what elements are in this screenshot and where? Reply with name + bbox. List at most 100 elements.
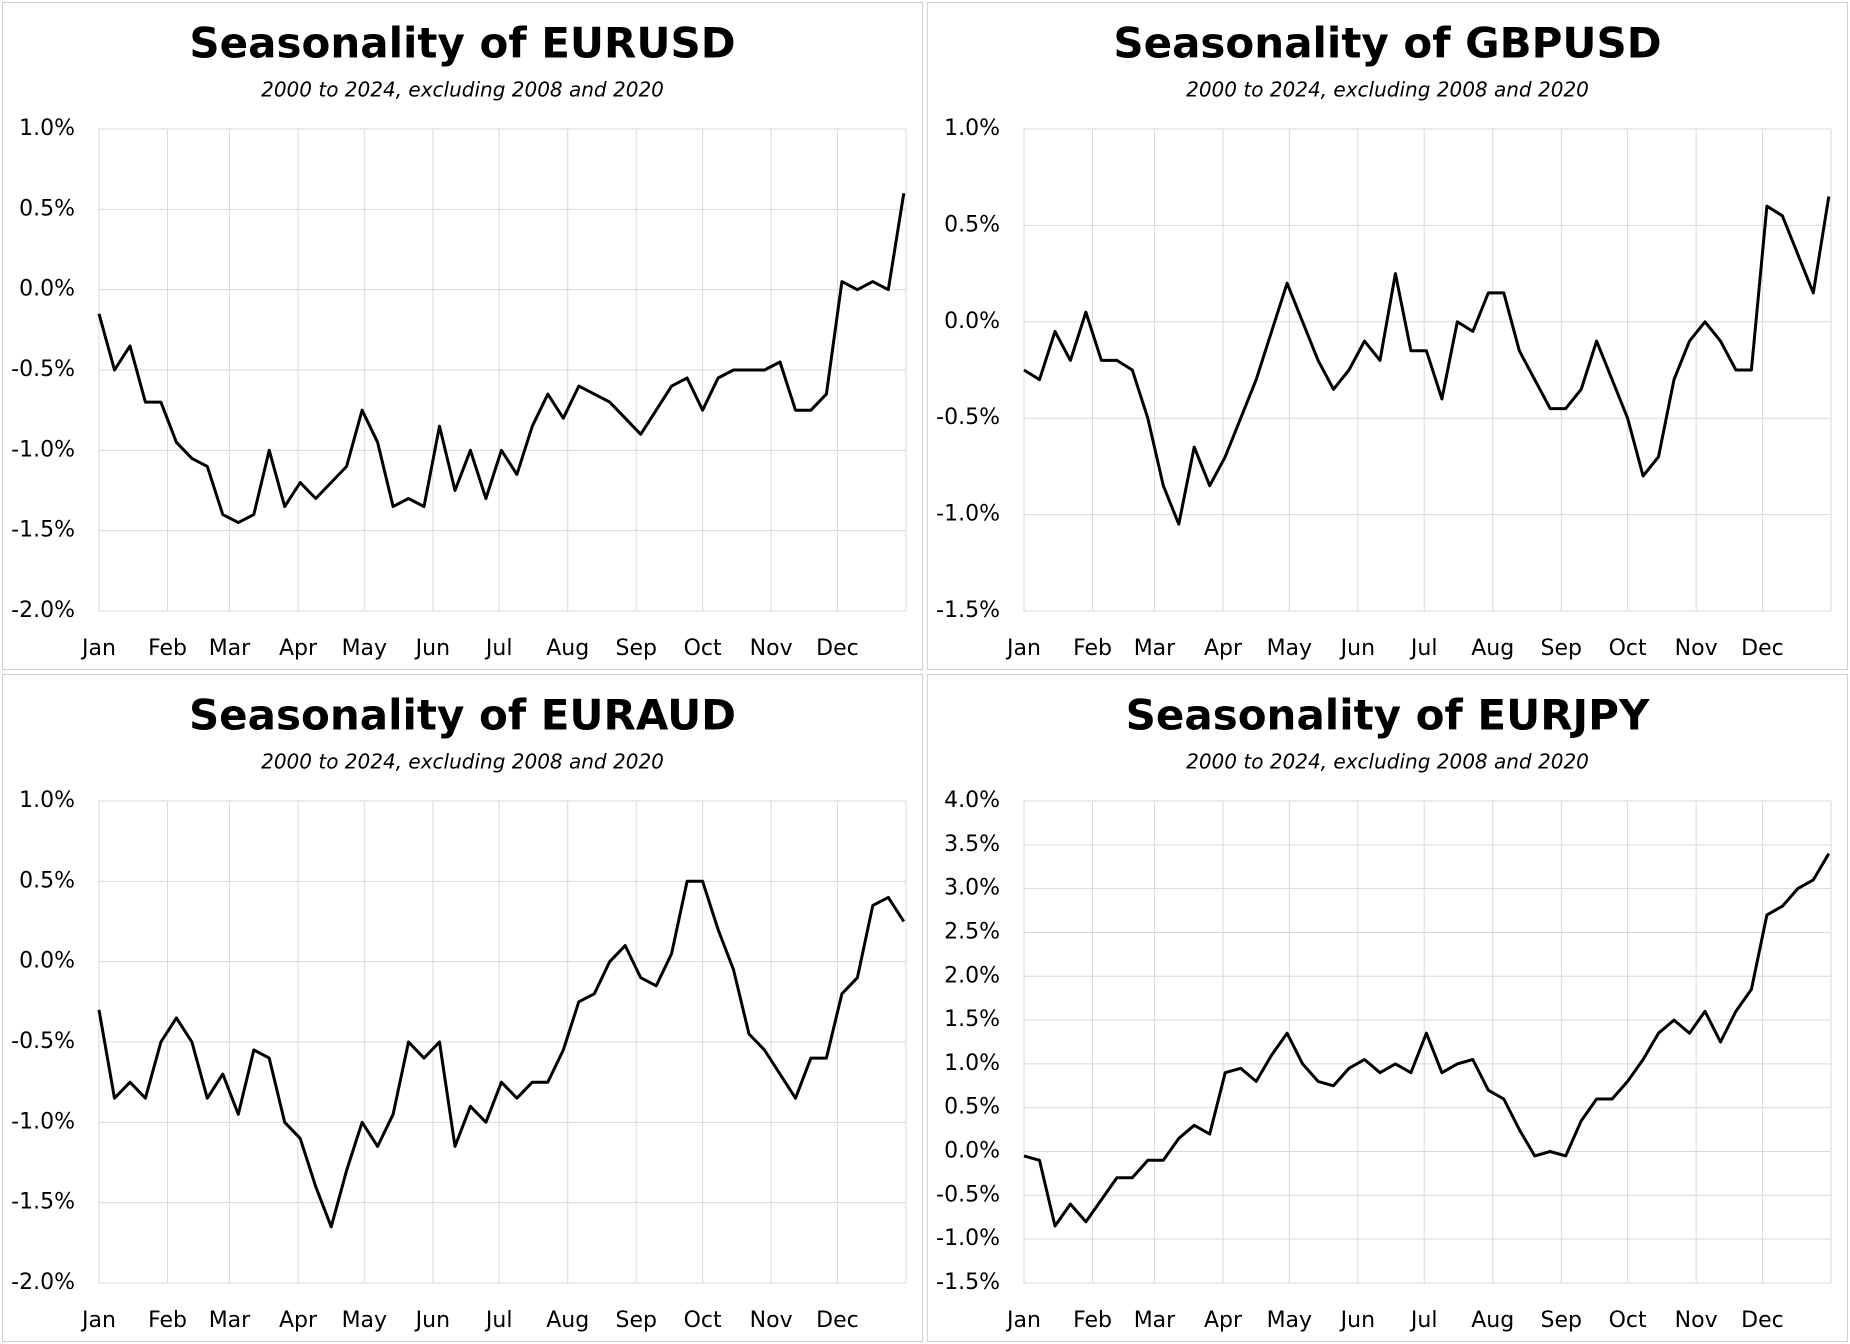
x-tick-label: Nov bbox=[1675, 636, 1718, 661]
chart-title: Seasonality of EURUSD bbox=[189, 19, 735, 68]
plot-frame bbox=[1023, 800, 1832, 1284]
y-tick-label: -1.0% bbox=[11, 1109, 75, 1134]
x-tick-label: Jan bbox=[1005, 1308, 1041, 1333]
y-tick-label: 1.5% bbox=[944, 1007, 1000, 1032]
y-tick-label: 0.5% bbox=[19, 868, 75, 893]
plot-frame bbox=[1023, 128, 1832, 612]
x-tick-label: Oct bbox=[1609, 1308, 1647, 1333]
x-tick-label: Jun bbox=[414, 1308, 450, 1333]
x-tick-label: May bbox=[1267, 1308, 1312, 1333]
y-tick-label: -0.5% bbox=[11, 357, 75, 382]
y-tick-label: 3.0% bbox=[944, 876, 1000, 901]
y-tick-label: -2.0% bbox=[11, 598, 75, 623]
y-tick-label: 2.5% bbox=[944, 919, 1000, 944]
x-tick-label: Mar bbox=[209, 636, 251, 661]
x-tick-label: Feb bbox=[1073, 1308, 1112, 1333]
x-tick-label: Dec bbox=[816, 1308, 859, 1333]
chart-panel: Seasonality of EURUSD 2000 to 2024, exclu… bbox=[2, 2, 923, 670]
x-tick-label: Apr bbox=[1204, 636, 1243, 661]
x-tick-label: Oct bbox=[684, 636, 722, 661]
x-tick-label: Jun bbox=[1339, 636, 1375, 661]
y-tick-label: 0.0% bbox=[19, 949, 75, 974]
series-line bbox=[1023, 196, 1831, 526]
x-tick-label: May bbox=[342, 1308, 387, 1333]
y-tick-label: 3.5% bbox=[944, 832, 1000, 857]
x-tick-label: Nov bbox=[750, 636, 793, 661]
x-tick-label: Sep bbox=[1541, 636, 1582, 661]
x-tick-label: Aug bbox=[546, 636, 589, 661]
y-tick-label: -1.5% bbox=[11, 518, 75, 543]
y-tick-label: 0.0% bbox=[19, 277, 75, 302]
y-tick-label: 0.0% bbox=[944, 1139, 1000, 1164]
x-tick-label: May bbox=[1267, 636, 1312, 661]
plot-frame bbox=[98, 128, 907, 612]
chart-subtitle: 2000 to 2024, excluding 2008 and 2020 bbox=[1186, 750, 1589, 774]
y-tick-label: 0.5% bbox=[944, 1095, 1000, 1120]
x-tick-label: Apr bbox=[279, 1308, 318, 1333]
y-tick-label: -0.5% bbox=[936, 1182, 1000, 1207]
x-tick-label: Feb bbox=[1073, 636, 1112, 661]
chart-panel: Seasonality of GBPUSD 2000 to 2024, exclu… bbox=[927, 2, 1848, 670]
x-tick-label: Feb bbox=[148, 1308, 187, 1333]
chart-subtitle: 2000 to 2024, excluding 2008 and 2020 bbox=[261, 750, 664, 774]
x-tick-label: Jun bbox=[414, 636, 450, 661]
y-tick-label: 2.0% bbox=[944, 963, 1000, 988]
x-tick-label: Mar bbox=[1134, 1308, 1176, 1333]
x-tick-label: Jul bbox=[484, 1308, 513, 1333]
y-tick-label: 0.0% bbox=[944, 309, 1000, 334]
x-tick-label: Dec bbox=[816, 636, 859, 661]
y-tick-label: 1.0% bbox=[19, 788, 75, 813]
y-tick-label: -1.5% bbox=[936, 1270, 1000, 1295]
x-tick-label: Aug bbox=[546, 1308, 589, 1333]
x-tick-label: Dec bbox=[1741, 636, 1784, 661]
x-tick-label: Jul bbox=[1409, 636, 1438, 661]
x-tick-label: Mar bbox=[209, 1308, 251, 1333]
y-tick-label: 1.0% bbox=[944, 116, 1000, 141]
chart-subtitle: 2000 to 2024, excluding 2008 and 2020 bbox=[1186, 78, 1589, 102]
y-tick-label: -1.0% bbox=[11, 437, 75, 462]
y-tick-label: 4.0% bbox=[944, 788, 1000, 813]
chart-panel: Seasonality of EURAUD 2000 to 2024, exclu… bbox=[2, 674, 923, 1342]
x-tick-label: Jan bbox=[80, 1308, 116, 1333]
series-line bbox=[97, 879, 906, 1229]
y-tick-label: -1.0% bbox=[936, 502, 1000, 527]
x-tick-label: Oct bbox=[1609, 636, 1647, 661]
x-tick-label: Jan bbox=[80, 636, 116, 661]
x-tick-label: Jul bbox=[1409, 1308, 1438, 1333]
chart-title: Seasonality of EURJPY bbox=[1126, 691, 1650, 740]
x-tick-label: Aug bbox=[1471, 636, 1514, 661]
y-tick-label: 1.0% bbox=[19, 116, 75, 141]
x-tick-label: Jul bbox=[484, 636, 513, 661]
y-tick-label: 0.5% bbox=[19, 196, 75, 221]
y-tick-label: -1.0% bbox=[936, 1226, 1000, 1251]
plot-frame bbox=[98, 800, 907, 1284]
y-tick-label: -1.5% bbox=[11, 1190, 75, 1215]
x-tick-label: Apr bbox=[1204, 1308, 1243, 1333]
y-tick-label: 0.5% bbox=[944, 212, 1000, 237]
chart-subtitle: 2000 to 2024, excluding 2008 and 2020 bbox=[261, 78, 664, 102]
x-tick-label: Oct bbox=[684, 1308, 722, 1333]
chart-panel: Seasonality of EURJPY 2000 to 2024, exclu… bbox=[927, 674, 1848, 1342]
x-tick-label: Jun bbox=[1339, 1308, 1375, 1333]
chart-title: Seasonality of GBPUSD bbox=[1113, 19, 1661, 68]
x-tick-label: Sep bbox=[1541, 1308, 1582, 1333]
series-line bbox=[97, 193, 906, 525]
x-tick-label: Aug bbox=[1471, 1308, 1514, 1333]
series-line bbox=[1023, 852, 1831, 1228]
y-tick-label: -1.5% bbox=[936, 598, 1000, 623]
x-tick-label: Sep bbox=[616, 636, 657, 661]
chart-title: Seasonality of EURAUD bbox=[189, 691, 736, 740]
x-tick-label: Feb bbox=[148, 636, 187, 661]
x-tick-label: May bbox=[342, 636, 387, 661]
y-tick-label: -2.0% bbox=[11, 1270, 75, 1295]
x-tick-label: Mar bbox=[1134, 636, 1176, 661]
y-tick-label: -0.5% bbox=[936, 405, 1000, 430]
x-tick-label: Jan bbox=[1005, 636, 1041, 661]
x-tick-label: Apr bbox=[279, 636, 318, 661]
y-tick-label: -0.5% bbox=[11, 1029, 75, 1054]
x-tick-label: Nov bbox=[1675, 1308, 1718, 1333]
x-tick-label: Sep bbox=[616, 1308, 657, 1333]
x-tick-label: Dec bbox=[1741, 1308, 1784, 1333]
y-tick-label: 1.0% bbox=[944, 1051, 1000, 1076]
